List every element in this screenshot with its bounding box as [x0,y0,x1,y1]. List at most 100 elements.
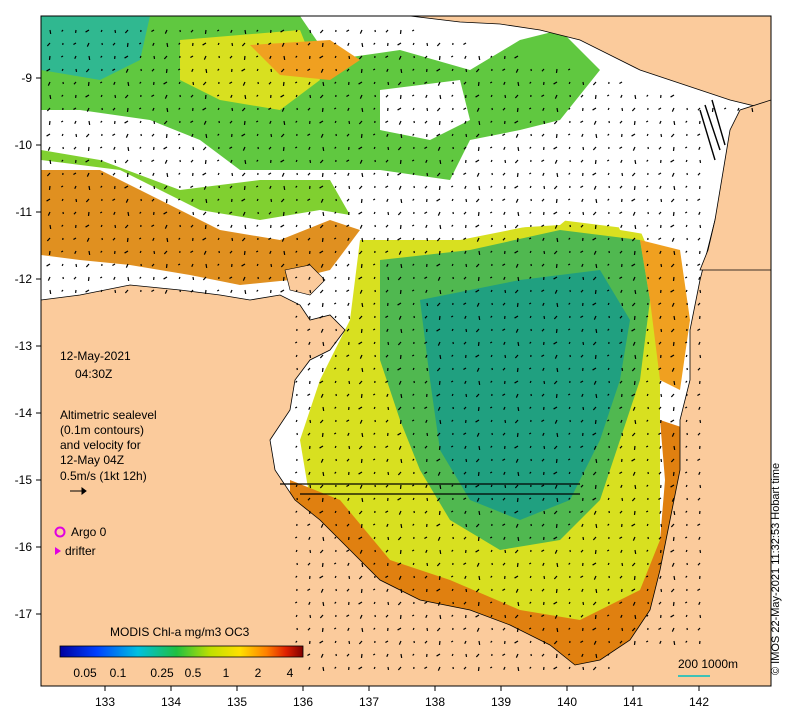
velocity-arrow [426,432,429,437]
velocity-arrow [619,536,623,540]
velocity-arrow [126,107,129,113]
velocity-arrow [309,224,312,229]
lon-tick-label: 137 [359,695,379,709]
velocity-arrow [49,224,52,230]
velocity-arrow [334,120,337,124]
velocity-arrow [85,198,90,203]
velocity-arrow [73,237,77,241]
velocity-arrow [358,575,363,580]
velocity-arrow [672,471,675,477]
velocity-arrow [490,224,493,228]
velocity-arrow [100,224,103,228]
velocity-arrow [231,107,234,112]
velocity-arrow [411,549,415,552]
velocity-arrow [553,510,558,515]
velocity-arrow [202,81,207,86]
velocity-arrow [385,354,389,358]
velocity-arrow [437,666,441,671]
velocity-arrow [489,276,493,279]
cloud-patch-2 [600,110,700,240]
velocity-arrow [269,185,272,189]
velocity-arrow [606,159,610,162]
velocity-arrow [49,29,52,35]
lat-tick-label: -11 [16,205,33,219]
velocity-arrow [594,484,597,490]
velocity-arrow [451,393,454,397]
velocity-arrow [658,562,662,566]
velocity-arrow [425,159,428,163]
velocity-arrow [685,575,688,578]
velocity-arrow [553,640,558,645]
velocity-arrow [646,419,649,422]
velocity-arrow [594,549,597,555]
velocity-arrow [451,484,454,487]
velocity-arrow [514,315,519,319]
velocity-arrow [463,666,467,670]
velocity-arrow [670,549,675,553]
velocity-arrow [543,120,546,125]
velocity-arrow [358,211,363,215]
lon-tick-label: 133 [95,695,115,709]
velocity-arrow [86,42,90,47]
velocity-arrow [658,432,662,436]
velocity-arrow [373,302,376,305]
velocity-arrow [670,263,675,268]
velocity-arrow [542,107,545,111]
velocity-arrow [475,354,480,358]
velocity-arrow [151,29,155,33]
velocity-arrow [373,471,376,475]
lon-tick-label: 141 [623,695,643,709]
velocity-arrow [541,328,545,332]
velocity-arrow [346,354,350,358]
velocity-arrow [476,627,480,632]
velocity-arrow [437,406,441,411]
velocity-arrow [359,614,363,619]
lat-tick-label: -10 [15,138,33,152]
velocity-arrow [542,432,545,436]
cloud-patch-1 [380,80,470,140]
velocity-arrow [347,562,350,566]
velocity-arrow [139,81,142,84]
velocity-arrow [580,289,584,293]
velocity-arrow [151,94,155,98]
velocity-arrow [307,458,311,462]
velocity-arrow [87,81,90,87]
velocity-arrow [633,510,636,516]
velocity-arrow [229,120,233,124]
velocity-arrow [490,94,493,98]
velocity-arrow [399,29,402,35]
velocity-arrow [346,588,350,592]
velocity-arrow [256,159,259,162]
velocity-arrow [477,406,480,412]
velocity-arrow [646,198,649,202]
velocity-arrow [358,445,363,450]
velocity-arrow [308,666,311,670]
velocity-arrow [139,276,142,279]
velocity-arrow [411,614,415,617]
velocity-arrow [477,146,480,152]
velocity-arrow [309,419,312,424]
velocity-arrow [633,575,636,581]
velocity-arrow [464,575,467,579]
velocity-arrow [593,380,597,385]
velocity-arrow [490,159,493,163]
velocity-arrow [658,341,662,345]
velocity-arrow [607,133,610,136]
velocity-arrow [541,523,545,527]
velocity-arrow [502,263,506,267]
velocity-arrow [621,172,624,177]
velocity-arrow [673,120,676,126]
velocity-arrow [400,133,403,139]
velocity-arrow [124,250,129,254]
velocity-arrow [411,419,415,422]
velocity-arrow [619,640,623,644]
velocity-arrow [554,484,558,489]
velocity-arrow [230,159,233,163]
velocity-arrow [463,107,467,111]
velocity-arrow [502,198,506,202]
velocity-arrow [517,341,520,347]
velocity-arrow [320,328,324,333]
velocity-arrow [178,146,181,150]
velocity-arrow [48,185,51,191]
velocity-arrow [529,380,532,384]
